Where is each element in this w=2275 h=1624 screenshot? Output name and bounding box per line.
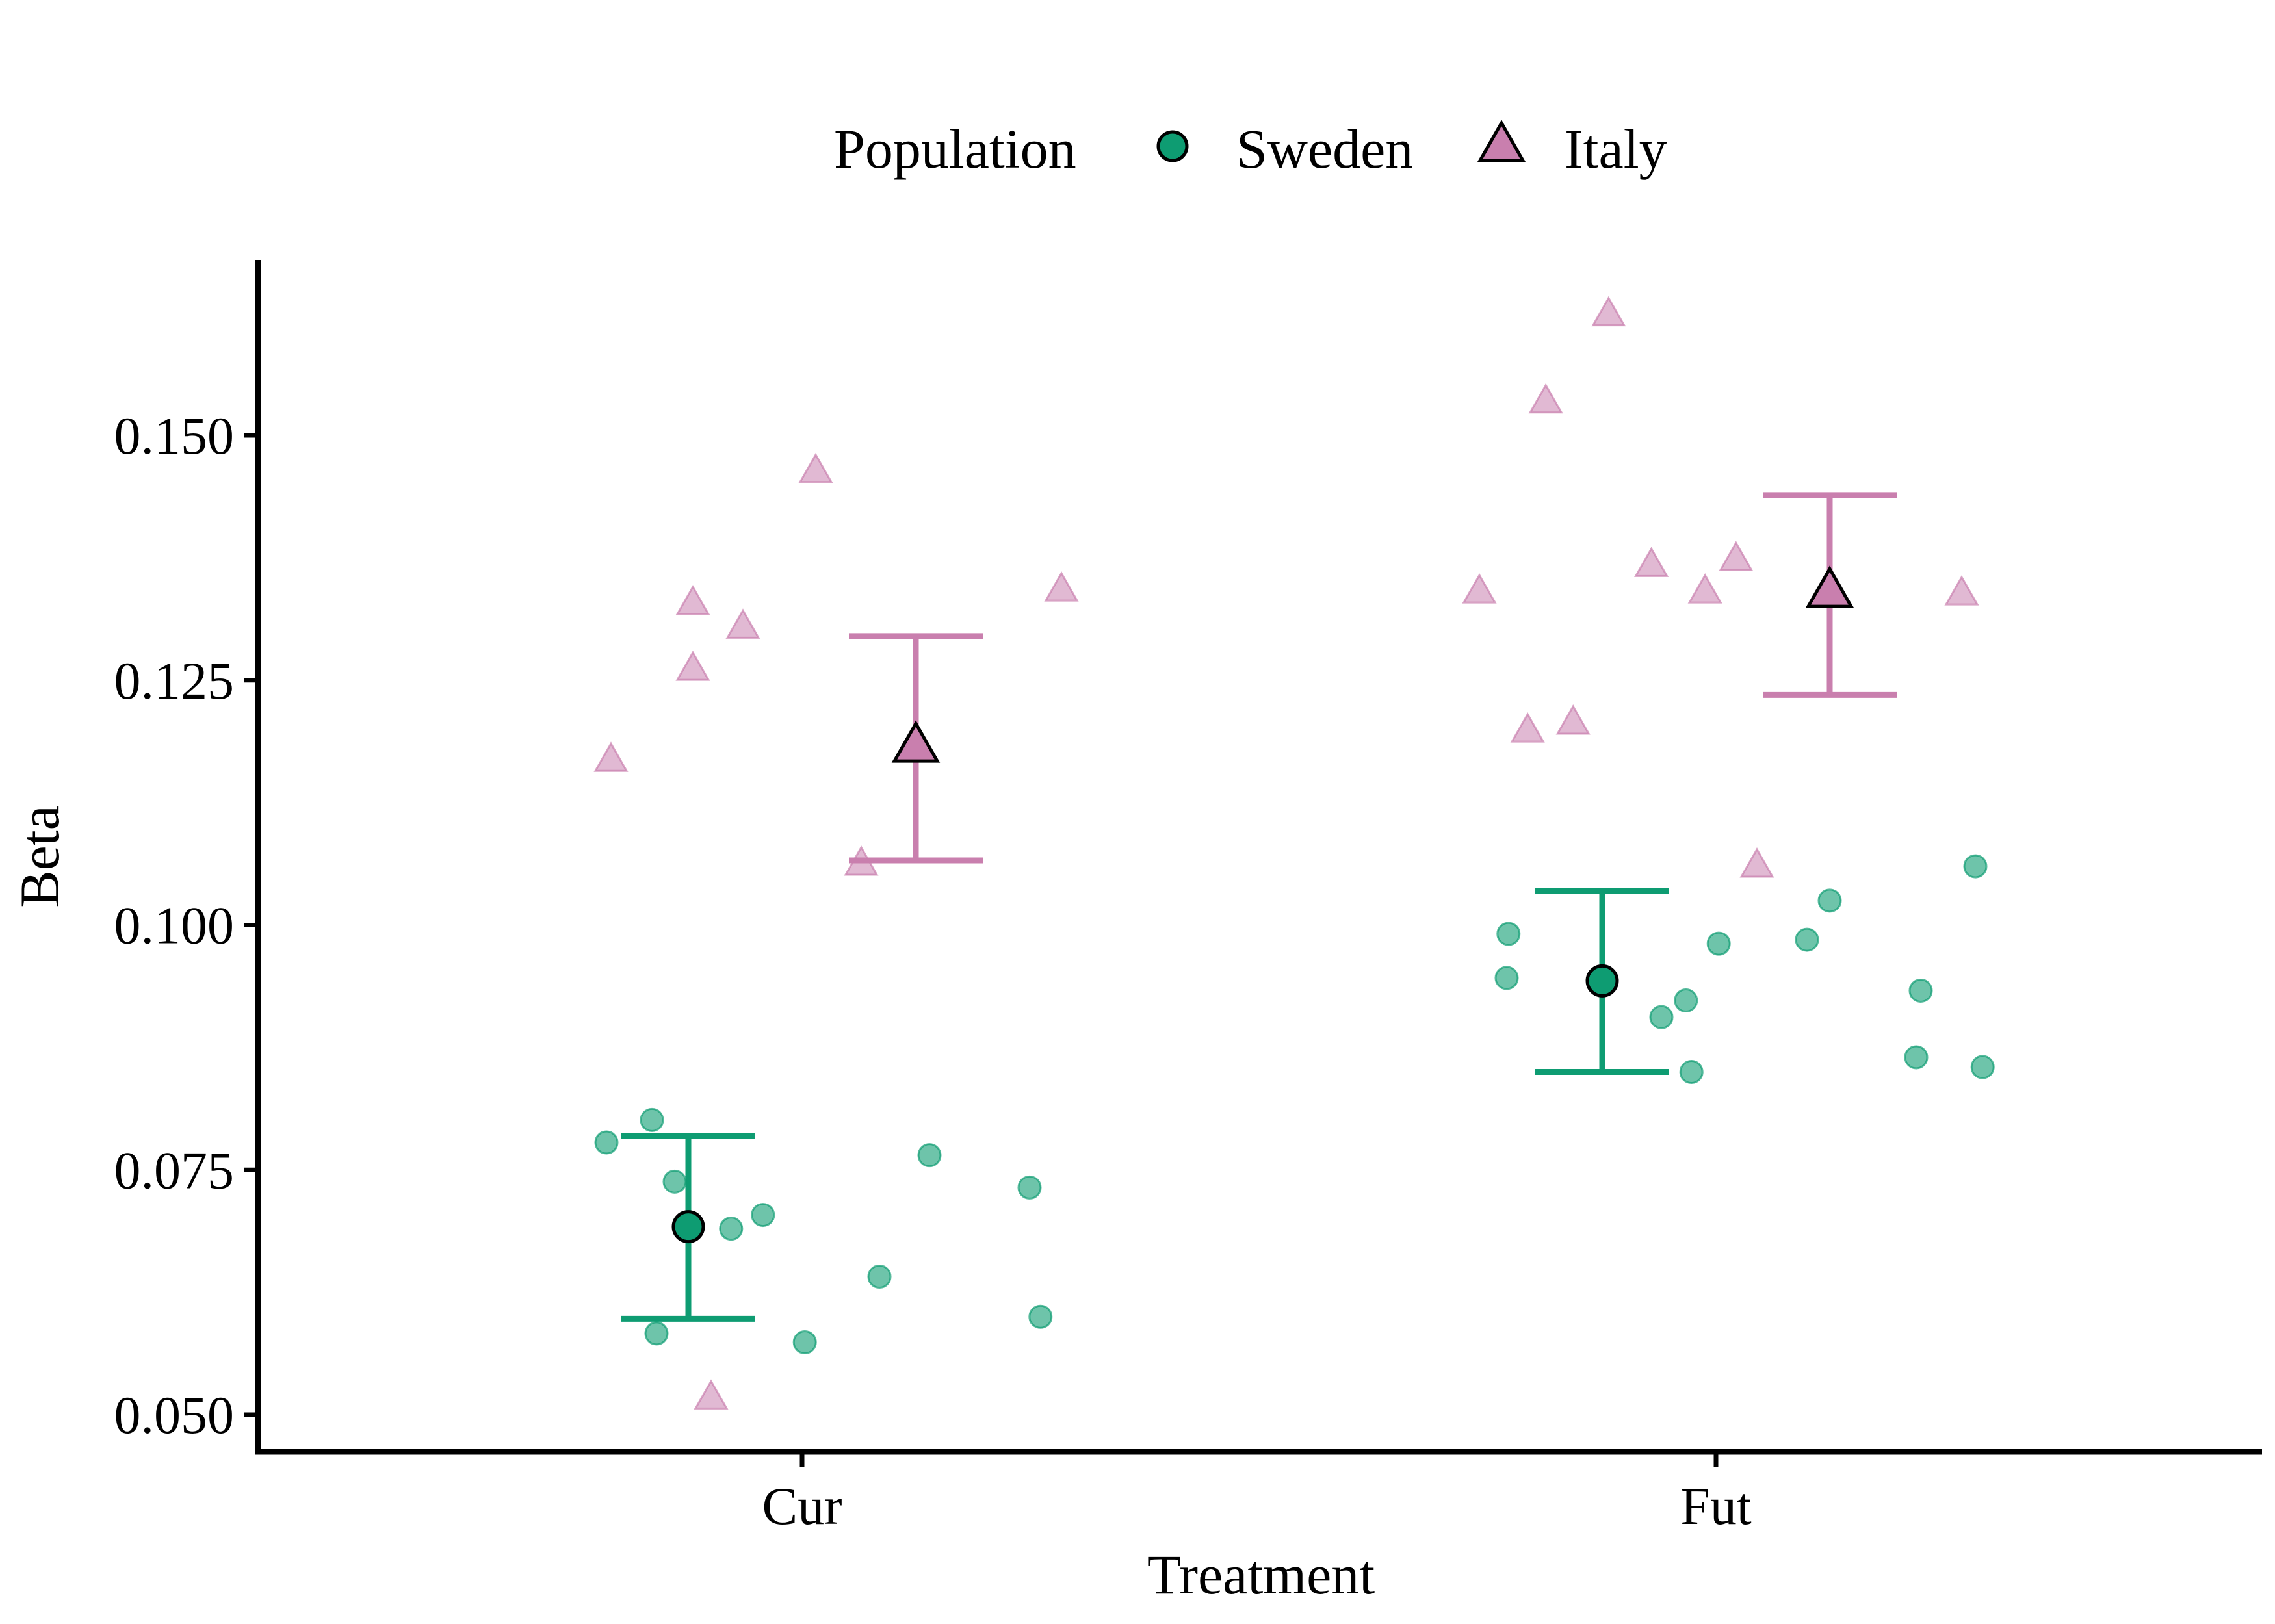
legend-key-italy (1477, 120, 1526, 162)
x-tick-label-fut: Fut (1680, 1476, 1752, 1536)
sweden-point (1817, 888, 1842, 913)
y-tick-label: 0.150 (114, 406, 235, 465)
sweden-point (1970, 1055, 1995, 1079)
x-axis-title: Treatment (1147, 1543, 1375, 1606)
sweden-point (1674, 988, 1698, 1013)
sweden-point (1795, 927, 1819, 952)
y-tick-label: 0.100 (114, 896, 235, 955)
sweden-point (719, 1217, 744, 1241)
italy-point (1634, 547, 1669, 577)
data-points (593, 296, 1995, 1410)
axes: 0.050 0.075 0.100 0.125 0.150 Cur Fut Treatme… (8, 260, 2262, 1606)
legend-title: Population (834, 118, 1076, 180)
italy-point (593, 741, 629, 772)
italy-point (1687, 573, 1722, 604)
sweden-point (1649, 1005, 1674, 1029)
italy-point (1462, 573, 1497, 604)
italy-point (1510, 712, 1545, 743)
italy-point (1944, 575, 1979, 606)
sweden-point (1904, 1045, 1929, 1070)
italy-point (1591, 296, 1626, 327)
y-tick-label: 0.125 (114, 651, 235, 710)
sweden-point (1679, 1060, 1704, 1085)
italy-point (675, 585, 710, 615)
italy-point (675, 651, 710, 681)
sweden-point (1496, 922, 1521, 946)
legend-key-sweden (1156, 130, 1189, 162)
italy-point (1719, 541, 1754, 571)
sweden-point (1908, 978, 1933, 1003)
italy-point (798, 452, 833, 483)
sweden-mean-fut (1585, 964, 1619, 998)
legend-label-sweden: Sweden (1236, 118, 1413, 180)
sweden-point (1963, 854, 1988, 879)
sweden-point (594, 1130, 619, 1155)
italy-point (694, 1379, 729, 1410)
sweden-point (1017, 1175, 1042, 1200)
sweden-point (640, 1107, 664, 1132)
sweden-point (1028, 1304, 1053, 1329)
sweden-point (644, 1321, 669, 1346)
italy-point (725, 608, 760, 639)
legend-label-italy: Italy (1565, 118, 1667, 180)
sweden-point (1706, 931, 1731, 956)
sweden-point (917, 1143, 942, 1168)
italy-point (1739, 847, 1774, 878)
sweden-point (792, 1330, 817, 1354)
sweden-point (662, 1169, 687, 1194)
x-tick-label-cur: Cur (762, 1476, 842, 1536)
italy-point (1555, 704, 1591, 735)
sweden-mean-cur (671, 1210, 705, 1244)
summary-markers (621, 492, 1897, 1322)
sweden-point (1494, 966, 1519, 990)
italy-point (1044, 571, 1079, 602)
sweden-point (867, 1265, 892, 1289)
sweden-point (751, 1203, 775, 1228)
y-tick-label: 0.075 (114, 1141, 235, 1200)
legend-item-sweden: Sweden (1156, 118, 1413, 180)
italy-mean-cur (891, 720, 941, 763)
y-tick-label: 0.050 (114, 1386, 235, 1445)
legend: Population Sweden Italy (834, 118, 1667, 180)
italy-point (1528, 383, 1563, 414)
italy-mean-fut (1805, 565, 1854, 608)
y-axis-title: Beta (8, 805, 71, 908)
legend-item-italy: Italy (1477, 118, 1667, 180)
